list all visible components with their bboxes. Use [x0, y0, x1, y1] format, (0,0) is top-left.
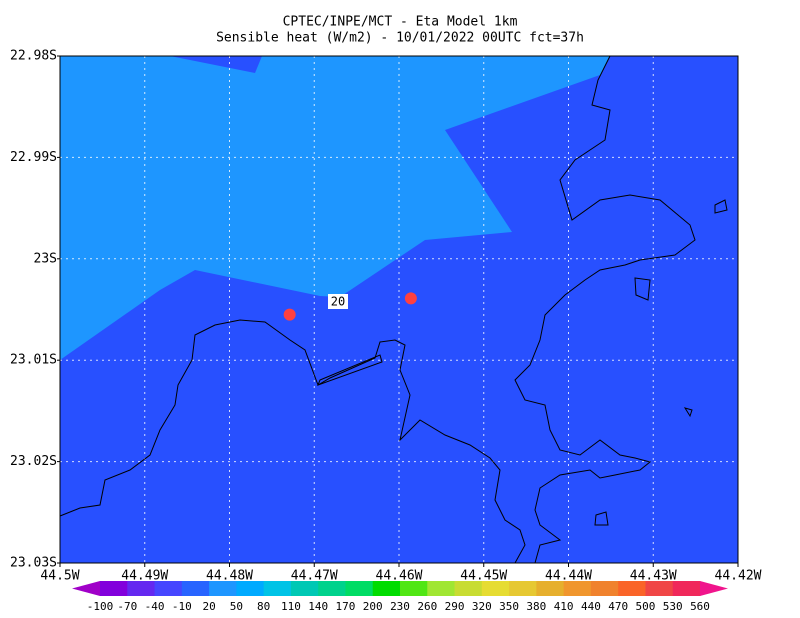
colorbar-label: 320: [472, 600, 492, 613]
colorbar-label: -100: [87, 600, 114, 613]
field-region: [170, 56, 262, 73]
colorbar-label: 530: [663, 600, 683, 613]
plot-area: 20: [59, 55, 739, 564]
colorbar-label: 230: [390, 600, 410, 613]
colorbar-label: -70: [117, 600, 137, 613]
colorbar-label: 20: [202, 600, 215, 613]
colorbar-label: 200: [363, 600, 383, 613]
title: CPTEC/INPE/MCT - Eta Model 1km: [283, 15, 518, 30]
x-tick-label: 44.43W: [630, 569, 677, 584]
colorbar-segment: [509, 581, 537, 596]
colorbar-label: 140: [308, 600, 328, 613]
colorbar-segment: [372, 581, 401, 596]
colorbar-label: 80: [257, 600, 270, 613]
colorbar-segment: [209, 581, 237, 596]
colorbar-segment: [590, 581, 619, 596]
y-tick-label: 22.99S: [10, 150, 57, 165]
colorbar-segment: [345, 581, 374, 596]
colorbar-label: 350: [499, 600, 519, 613]
colorbar-segment: [181, 581, 210, 596]
coastline: [634, 277, 651, 301]
colorbar-label: -40: [145, 600, 165, 613]
y-tick-label: 23.01S: [10, 353, 57, 368]
coastline: [514, 55, 696, 564]
coastline: [714, 199, 728, 214]
colorbar-segment: [290, 581, 319, 596]
colorbar-label: 110: [281, 600, 301, 613]
subtitle: Sensible heat (W/m2) - 10/01/2022 00UTC …: [216, 31, 584, 46]
colorbar-label: 500: [636, 600, 656, 613]
x-tick-label: 44.42W: [715, 569, 762, 584]
colorbar-label: 50: [230, 600, 243, 613]
colorbar-label: 380: [526, 600, 546, 613]
x-tick-label: 44.44W: [545, 569, 592, 584]
colorbar-label: 170: [336, 600, 356, 613]
colorbar-segment: [618, 581, 646, 596]
x-tick-label: 44.45W: [460, 569, 507, 584]
colorbar-label: -10: [172, 600, 192, 613]
colorbar-segment: [400, 581, 428, 596]
contour-label: 20: [331, 295, 345, 309]
x-tick-label: 44.49W: [121, 569, 168, 584]
colorbar-segment: [563, 581, 592, 596]
y-tick-label: 23.03S: [10, 556, 57, 571]
colorbar-segment: [481, 581, 510, 596]
colorbar-segment: [127, 581, 156, 596]
colorbar-triangle: [700, 581, 728, 596]
station-point: [283, 308, 296, 321]
colorbar-label: 290: [445, 600, 465, 613]
colorbar-segment: [427, 581, 456, 596]
grid: [60, 56, 738, 563]
y-tick-label: 23.02S: [10, 454, 57, 469]
y-tick-label: 22.98S: [10, 49, 57, 64]
coastline: [594, 511, 609, 526]
coastline: [683, 407, 693, 418]
contour-label-box: [328, 294, 348, 309]
colorbar-segment: [236, 581, 265, 596]
coastline: [59, 319, 526, 564]
colorbar-label: 440: [581, 600, 601, 613]
x-tick-label: 44.46W: [376, 569, 423, 584]
colorbar-triangle: [72, 581, 100, 596]
coastline: [317, 354, 383, 386]
colorbar-segment: [454, 581, 483, 596]
colorbar-segment: [263, 581, 292, 596]
field-region: [60, 56, 610, 360]
y-tick-label: 23S: [34, 251, 57, 266]
colorbar-label: 470: [608, 600, 628, 613]
x-tick-label: 44.48W: [206, 569, 253, 584]
x-tick-label: 44.5W: [40, 569, 79, 584]
colorbar-segment: [672, 581, 701, 596]
colorbar-label: 410: [554, 600, 574, 613]
station-point: [404, 292, 417, 305]
x-tick-label: 44.47W: [291, 569, 338, 584]
colorbar-segment: [645, 581, 674, 596]
colorbar-segment: [100, 581, 128, 596]
colorbar-segment: [536, 581, 565, 596]
colorbar-label: 560: [690, 600, 710, 613]
colorbar-segment: [318, 581, 346, 596]
colorbar-label: 260: [417, 600, 437, 613]
colorbar-segment: [154, 581, 183, 596]
